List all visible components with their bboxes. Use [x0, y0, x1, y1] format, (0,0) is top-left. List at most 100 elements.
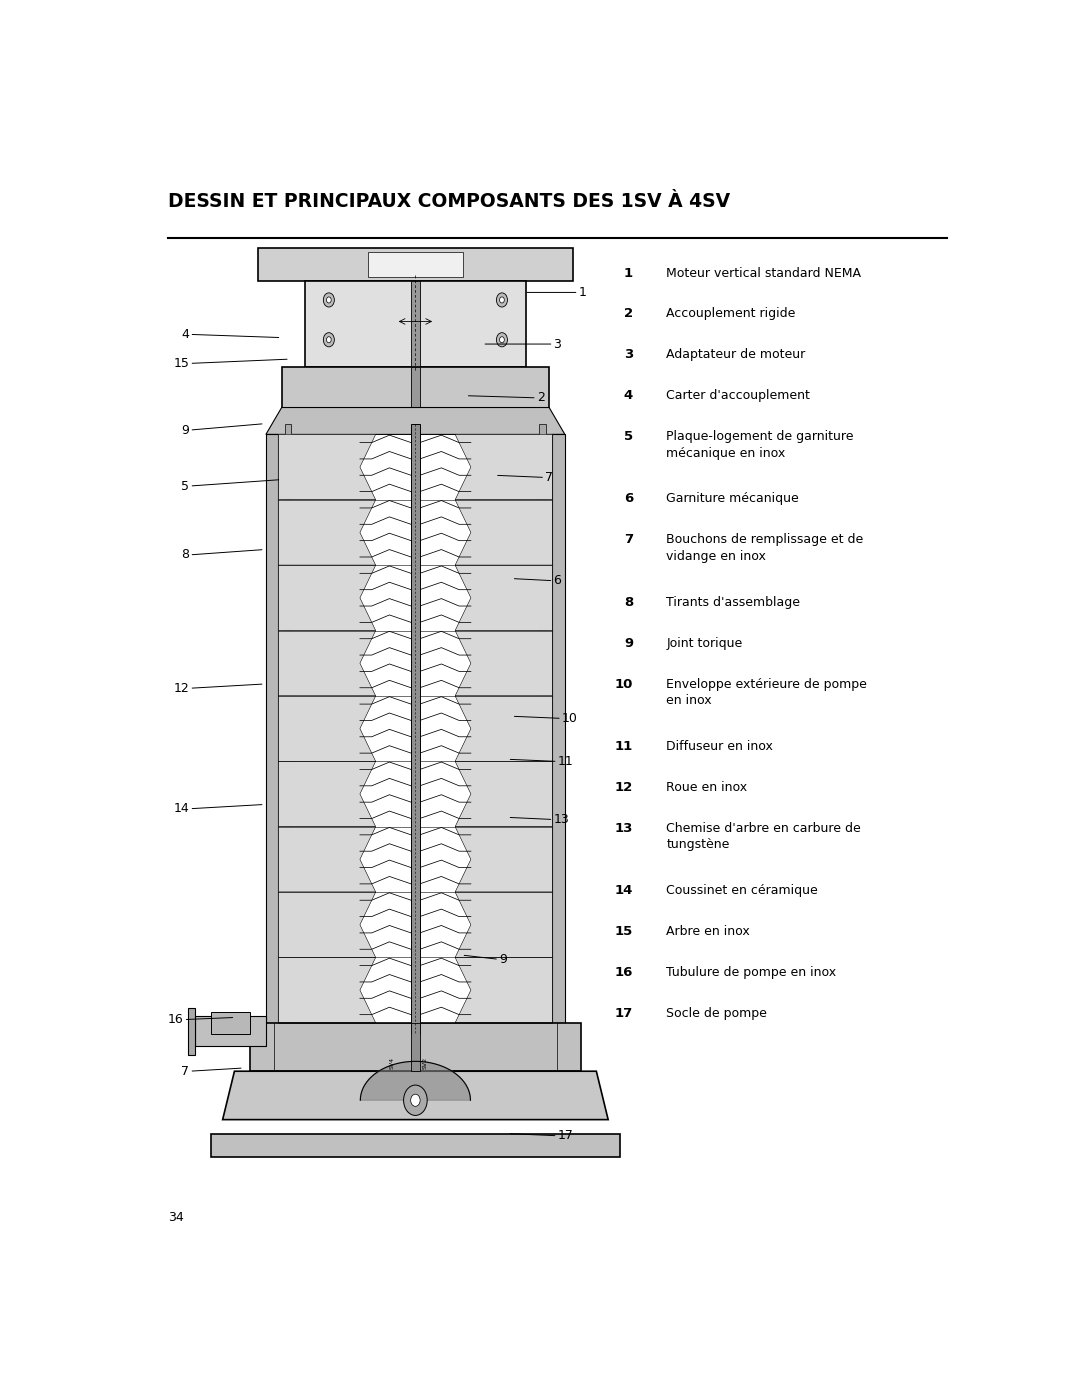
Text: 2: 2 [537, 391, 544, 404]
Text: 11: 11 [557, 754, 573, 768]
Polygon shape [285, 423, 292, 1023]
Polygon shape [279, 566, 376, 630]
Text: 3: 3 [554, 338, 562, 351]
Polygon shape [455, 827, 552, 893]
Text: 9: 9 [499, 953, 507, 965]
Circle shape [323, 332, 335, 346]
Circle shape [326, 337, 332, 342]
Text: 10: 10 [562, 712, 578, 725]
Text: 8: 8 [624, 595, 633, 609]
Text: Joint torique: Joint torique [666, 637, 743, 650]
Polygon shape [279, 827, 376, 893]
Text: Tubulure de pompe en inox: Tubulure de pompe en inox [666, 965, 837, 979]
Circle shape [323, 293, 335, 307]
Text: Chemise d'arbre en carbure de
tungstène: Chemise d'arbre en carbure de tungstène [666, 821, 861, 851]
Polygon shape [279, 500, 376, 566]
Polygon shape [258, 249, 572, 281]
Text: 34: 34 [168, 1211, 185, 1224]
Text: 3: 3 [624, 348, 633, 362]
Text: 10: 10 [615, 678, 633, 690]
Text: 13: 13 [615, 821, 633, 834]
Text: 16: 16 [167, 1013, 184, 1025]
Polygon shape [455, 761, 552, 827]
Text: 4: 4 [181, 328, 189, 341]
Text: 13: 13 [554, 813, 569, 826]
Text: 8: 8 [181, 549, 189, 562]
Circle shape [500, 337, 504, 342]
Text: SV2: SV2 [422, 1056, 428, 1069]
Text: Enveloppe extérieure de pompe
en inox: Enveloppe extérieure de pompe en inox [666, 678, 867, 707]
Polygon shape [361, 1062, 471, 1101]
Text: Moteur vertical standard NEMA: Moteur vertical standard NEMA [666, 267, 862, 279]
Text: 1: 1 [579, 286, 586, 299]
Text: 9: 9 [181, 423, 189, 437]
Text: 7: 7 [181, 1065, 189, 1077]
Text: SV4: SV4 [389, 1056, 394, 1069]
Text: DESSIN ET PRINCIPAUX COMPOSANTS DES 1SV À 4SV: DESSIN ET PRINCIPAUX COMPOSANTS DES 1SV … [168, 191, 730, 211]
Text: Socle de pompe: Socle de pompe [666, 1007, 768, 1020]
Polygon shape [195, 1017, 266, 1046]
Text: Coussinet en céramique: Coussinet en céramique [666, 884, 819, 897]
Text: 2: 2 [624, 307, 633, 320]
Text: 5: 5 [181, 479, 189, 493]
Text: Roue en inox: Roue en inox [666, 781, 747, 793]
Text: Adaptateur de moteur: Adaptateur de moteur [666, 348, 806, 362]
Polygon shape [279, 893, 376, 957]
Text: 17: 17 [557, 1129, 573, 1143]
Polygon shape [222, 1071, 608, 1119]
Polygon shape [266, 434, 279, 1023]
Text: 6: 6 [624, 493, 633, 506]
Polygon shape [552, 434, 565, 1023]
Polygon shape [411, 281, 420, 366]
Text: Arbre en inox: Arbre en inox [666, 925, 751, 937]
Polygon shape [306, 281, 526, 366]
Text: 11: 11 [615, 740, 633, 753]
Text: 16: 16 [615, 965, 633, 979]
Circle shape [497, 293, 508, 307]
Polygon shape [368, 251, 462, 278]
Text: 14: 14 [615, 884, 633, 897]
Circle shape [404, 1085, 428, 1115]
Circle shape [410, 1094, 420, 1106]
Text: 12: 12 [174, 682, 189, 694]
Polygon shape [266, 408, 565, 434]
Text: Accouplement rigide: Accouplement rigide [666, 307, 796, 320]
Polygon shape [279, 761, 376, 827]
Text: Bouchons de remplissage et de
vidange en inox: Bouchons de remplissage et de vidange en… [666, 534, 864, 563]
Polygon shape [539, 423, 545, 1023]
Polygon shape [251, 1023, 581, 1071]
Polygon shape [455, 957, 552, 1023]
Polygon shape [455, 893, 552, 957]
Text: 7: 7 [624, 534, 633, 546]
Text: 9: 9 [624, 637, 633, 650]
Polygon shape [211, 1011, 251, 1034]
Polygon shape [411, 1023, 420, 1071]
Polygon shape [279, 696, 376, 761]
Polygon shape [282, 366, 549, 408]
Text: Carter d'accouplement: Carter d'accouplement [666, 390, 810, 402]
Polygon shape [455, 434, 552, 500]
Polygon shape [455, 696, 552, 761]
Circle shape [497, 332, 508, 346]
Text: 15: 15 [174, 356, 189, 370]
Polygon shape [279, 630, 376, 696]
Text: Garniture mécanique: Garniture mécanique [666, 493, 799, 506]
Text: Plaque-logement de garniture
mécanique en inox: Plaque-logement de garniture mécanique e… [666, 430, 854, 460]
Text: 4: 4 [624, 390, 633, 402]
Polygon shape [455, 566, 552, 630]
Text: 14: 14 [174, 802, 189, 816]
Text: 15: 15 [615, 925, 633, 937]
Polygon shape [455, 500, 552, 566]
Text: 6: 6 [554, 574, 562, 587]
Polygon shape [411, 366, 420, 408]
Polygon shape [279, 434, 376, 500]
Polygon shape [188, 1007, 195, 1055]
Polygon shape [279, 957, 376, 1023]
Circle shape [500, 298, 504, 303]
Text: 7: 7 [545, 471, 553, 483]
Circle shape [326, 298, 332, 303]
Text: 5: 5 [624, 430, 633, 443]
Text: 17: 17 [615, 1007, 633, 1020]
Text: 1: 1 [624, 267, 633, 279]
Polygon shape [411, 423, 420, 1034]
